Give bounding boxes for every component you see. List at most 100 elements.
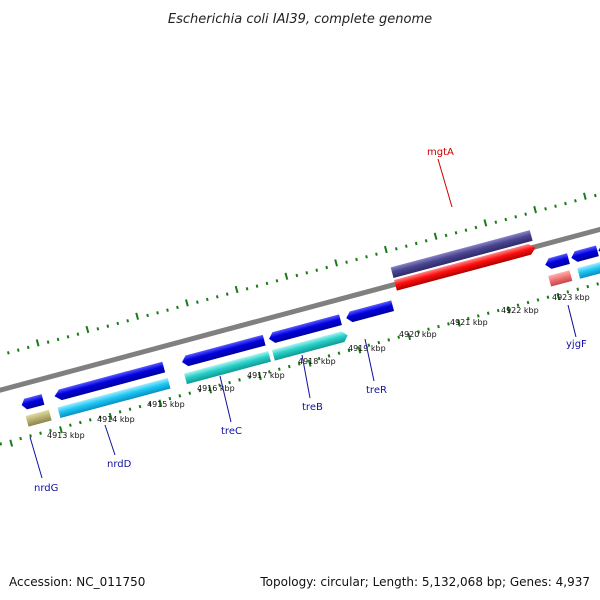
minor-tick bbox=[248, 375, 251, 379]
major-tick bbox=[234, 285, 239, 294]
major-tick bbox=[185, 299, 189, 307]
minor-tick bbox=[327, 354, 331, 358]
minor-tick bbox=[574, 199, 577, 203]
minor-tick bbox=[78, 420, 82, 425]
minor-tick bbox=[586, 284, 590, 289]
major-tick bbox=[533, 205, 537, 214]
minor-tick bbox=[98, 415, 102, 419]
minor-tick bbox=[367, 343, 371, 347]
kbp-label: 4921 kbp bbox=[450, 318, 488, 327]
leader-line-treB bbox=[301, 354, 311, 399]
kbp-label: 4913 kbp bbox=[47, 431, 85, 440]
gene-label-treB[interactable]: treB bbox=[302, 402, 323, 413]
gene-label-nrdG[interactable]: nrdG bbox=[34, 483, 58, 494]
minor-tick bbox=[228, 380, 231, 385]
minor-tick bbox=[46, 340, 50, 344]
gene-nrdD-feature[interactable] bbox=[57, 377, 171, 419]
minor-tick bbox=[337, 351, 341, 355]
kbp-label: 4923 kbp bbox=[552, 293, 590, 302]
gene-treB[interactable] bbox=[268, 314, 342, 344]
minor-tick bbox=[417, 330, 420, 334]
major-tick bbox=[506, 306, 511, 314]
minor-tick bbox=[96, 327, 100, 331]
minor-tick bbox=[377, 340, 381, 345]
major-tick bbox=[383, 245, 388, 254]
minor-tick bbox=[576, 287, 580, 291]
minor-tick bbox=[315, 268, 319, 272]
minor-tick bbox=[19, 436, 22, 441]
gene-nrdG[interactable] bbox=[20, 394, 45, 410]
leader-line-treR bbox=[364, 338, 375, 382]
kbp-label: 4917 kbp bbox=[247, 371, 285, 380]
gene-yjgF[interactable] bbox=[544, 253, 570, 270]
minor-tick bbox=[566, 290, 570, 294]
minor-tick bbox=[275, 279, 279, 283]
minor-tick bbox=[156, 311, 159, 315]
minor-tick bbox=[544, 207, 547, 211]
gene-nrdD[interactable] bbox=[53, 361, 166, 402]
gene-treB-feature[interactable] bbox=[271, 330, 349, 361]
gene-treR[interactable] bbox=[345, 300, 395, 323]
minor-tick bbox=[325, 265, 329, 270]
minor-tick bbox=[146, 313, 149, 318]
gene-mgtA[interactable] bbox=[394, 242, 537, 291]
minor-tick bbox=[404, 244, 408, 248]
minor-tick bbox=[238, 378, 241, 382]
major-tick bbox=[457, 319, 461, 327]
minor-tick bbox=[454, 231, 458, 235]
gene-right-1[interactable] bbox=[570, 245, 599, 264]
minor-tick bbox=[116, 321, 120, 326]
major-tick bbox=[85, 325, 90, 334]
minor-tick bbox=[444, 233, 448, 238]
map-title: Escherichia coli IAI39, complete genome bbox=[168, 12, 432, 27]
minor-tick bbox=[447, 322, 450, 326]
minor-tick bbox=[168, 396, 172, 401]
genome-summary-text: Topology: circular; Length: 5,132,068 bp… bbox=[259, 575, 590, 589]
leader-line-nrdD bbox=[104, 424, 116, 456]
minor-tick bbox=[245, 287, 249, 291]
major-tick bbox=[9, 439, 14, 447]
gene-nrdG-feature[interactable] bbox=[25, 409, 52, 427]
major-tick bbox=[135, 312, 140, 320]
gene-treC-feature[interactable] bbox=[184, 350, 271, 385]
gene-label-mgtA[interactable]: mgtA bbox=[427, 147, 454, 158]
major-tick bbox=[556, 292, 561, 301]
gene-treC[interactable] bbox=[181, 334, 266, 368]
gene-mgtA-track[interactable] bbox=[390, 230, 533, 279]
gene-right-3[interactable] bbox=[577, 254, 600, 279]
major-tick bbox=[158, 399, 163, 407]
minor-tick bbox=[205, 297, 209, 302]
minor-tick bbox=[196, 300, 199, 304]
minor-tick bbox=[424, 239, 428, 243]
minor-tick bbox=[486, 311, 490, 315]
minor-tick bbox=[56, 337, 60, 342]
minor-tick bbox=[514, 215, 518, 219]
gene-yjgF-feature[interactable] bbox=[548, 270, 573, 287]
gene-label-treC[interactable]: treC bbox=[221, 426, 242, 437]
kbp-label: 4922 kbp bbox=[501, 306, 539, 315]
minor-tick bbox=[16, 348, 20, 352]
minor-tick bbox=[397, 335, 401, 339]
gene-label-nrdD[interactable]: nrdD bbox=[107, 459, 132, 470]
minor-tick bbox=[268, 370, 271, 374]
minor-tick bbox=[106, 324, 110, 328]
minor-tick bbox=[496, 308, 500, 313]
minor-tick bbox=[466, 316, 470, 321]
gene-labels: nrdG nrdD treC treB treR mgtA yjgF bbox=[34, 147, 587, 494]
minor-tick bbox=[176, 305, 179, 310]
leader-line-treC bbox=[219, 375, 232, 423]
minor-tick bbox=[69, 423, 72, 427]
minor-tick bbox=[66, 335, 70, 339]
leader-line-nrdG bbox=[29, 436, 43, 479]
kbp-label: 4918 kbp bbox=[298, 357, 336, 366]
minor-tick bbox=[524, 212, 528, 216]
major-tick bbox=[582, 192, 587, 200]
minor-tick bbox=[593, 193, 597, 198]
leader-line-mgtA bbox=[437, 158, 453, 208]
gene-label-yjgF[interactable]: yjgF bbox=[566, 339, 587, 350]
minor-tick bbox=[494, 220, 498, 224]
minor-tick bbox=[188, 391, 192, 395]
minor-tick bbox=[365, 255, 368, 259]
minor-tick bbox=[564, 201, 567, 206]
gene-label-treR[interactable]: treR bbox=[366, 385, 387, 396]
